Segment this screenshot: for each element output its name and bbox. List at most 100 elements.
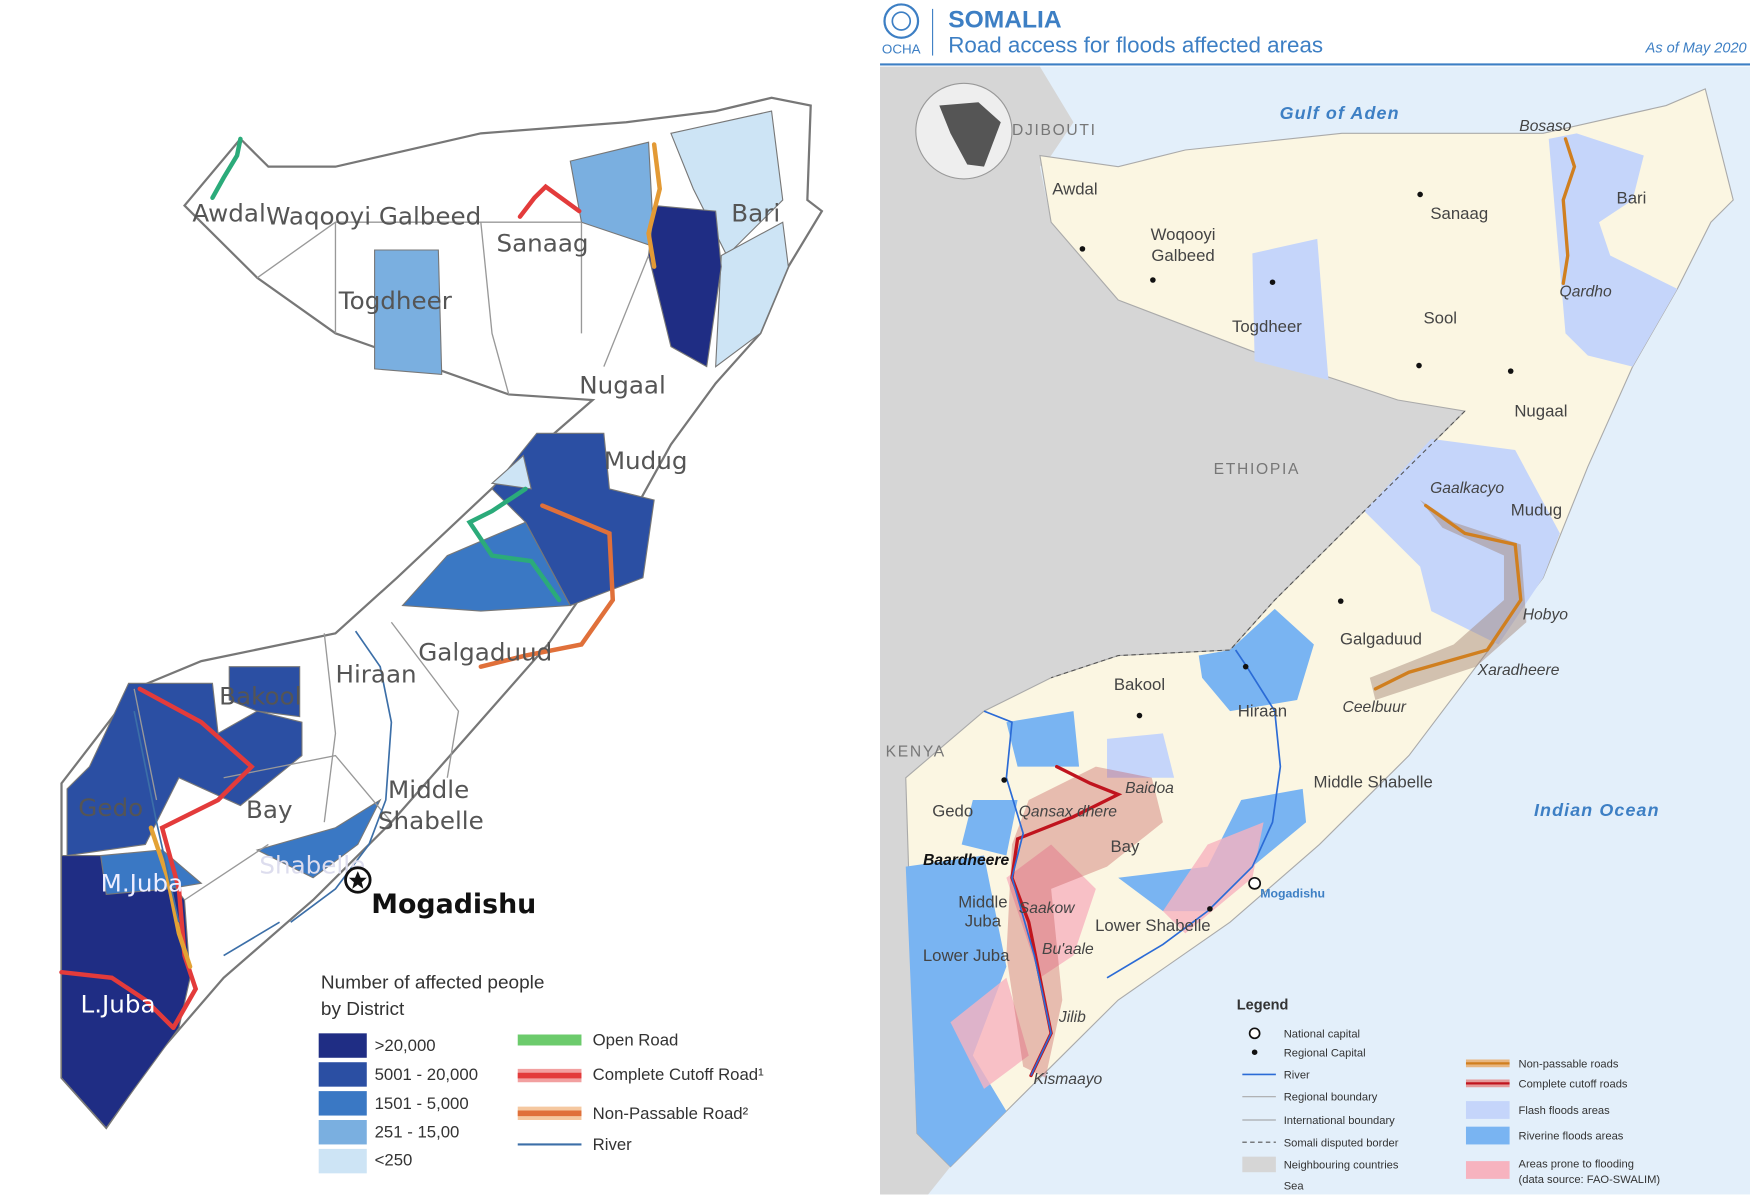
left-map: Awdal Waqooyi Galbeed Sanaag Bari Togdhe… bbox=[59, 96, 824, 1174]
legend-symbol bbox=[1248, 1027, 1261, 1040]
regional-capital bbox=[1507, 368, 1514, 374]
region-label: Awdal bbox=[1052, 179, 1097, 198]
legend-swatch bbox=[318, 1062, 367, 1087]
country-outline bbox=[60, 96, 824, 1130]
region-label: Waqooyi Galbeed bbox=[266, 202, 481, 231]
region-label: Bakool bbox=[1114, 675, 1165, 694]
legend-swatch bbox=[318, 1148, 367, 1174]
cutoff-road bbox=[517, 183, 582, 219]
region-label: Bay bbox=[1110, 837, 1140, 856]
regional-capital bbox=[1417, 191, 1423, 198]
legend-label: Neighbouring countries bbox=[1284, 1160, 1399, 1172]
legend-swatch bbox=[318, 1091, 367, 1116]
regional-capital bbox=[1337, 598, 1344, 604]
legend-label: Regional boundary bbox=[1284, 1092, 1378, 1104]
capital-label: Mogadishu bbox=[371, 889, 536, 920]
region-label: Nugaal bbox=[1514, 402, 1567, 421]
legend-symbol bbox=[1465, 1161, 1510, 1179]
non-passable-road bbox=[1561, 137, 1577, 286]
boundary bbox=[133, 221, 650, 901]
legend-label: Somali disputed border bbox=[1284, 1137, 1399, 1149]
legend-label: Complete cutoff roads bbox=[1519, 1078, 1628, 1090]
country-label: KENYA bbox=[886, 743, 946, 760]
right-legend: Legend National capital Regional Capital… bbox=[1237, 997, 1661, 1192]
place-label: Baidoa bbox=[1125, 780, 1174, 797]
region-label: Sanaag bbox=[496, 228, 588, 257]
place-label: Jilib bbox=[1058, 1009, 1086, 1026]
place-label: Xaradheere bbox=[1477, 662, 1560, 679]
regional-capital bbox=[1136, 712, 1143, 719]
capital-symbol bbox=[1248, 876, 1262, 890]
left-legend: Number of affected people by District >2… bbox=[318, 972, 765, 1174]
legend-label: Non-Passable Road² bbox=[593, 1104, 749, 1123]
legend-label: 5001 - 20,000 bbox=[375, 1065, 478, 1084]
legend-symbol bbox=[1465, 1101, 1510, 1119]
region-label: Hiraan bbox=[1238, 702, 1287, 721]
district-dark bbox=[228, 666, 301, 718]
sea-label: Gulf of Aden bbox=[1280, 103, 1400, 123]
legend-label: Non-passable roads bbox=[1519, 1058, 1619, 1070]
regional-capital bbox=[1079, 246, 1086, 252]
region-label: Togdheer bbox=[338, 286, 453, 315]
legend-label: Flash floods areas bbox=[1519, 1105, 1611, 1117]
region-label: M.Juba bbox=[101, 868, 184, 897]
legend-swatch bbox=[318, 1120, 367, 1145]
regional-capital bbox=[1150, 277, 1156, 283]
legend-label: International boundary bbox=[1284, 1115, 1396, 1127]
country-label: DJIBOUTI bbox=[1012, 122, 1097, 139]
legend-swatch bbox=[318, 1033, 367, 1058]
legend-label: (data source: FAO-SWALIM) bbox=[1519, 1174, 1661, 1186]
region-label: Gedo bbox=[932, 802, 973, 821]
header-date: As of May 2020 bbox=[1645, 41, 1747, 57]
non-passable-road bbox=[148, 825, 193, 969]
region-label: Bay bbox=[246, 795, 293, 824]
regional-capital bbox=[1416, 362, 1422, 369]
regional-capitals bbox=[1001, 191, 1514, 912]
region-label: Middle Shabelle bbox=[1314, 773, 1433, 792]
place-label: Qansax dhere bbox=[1019, 803, 1118, 820]
legend-label: Complete Cutoff Road¹ bbox=[593, 1065, 765, 1084]
flash-flood-area bbox=[1548, 133, 1678, 367]
region-label: Woqooyi bbox=[1151, 225, 1216, 244]
region-label: Middle bbox=[958, 893, 1007, 912]
open-road bbox=[466, 486, 562, 603]
region-label: Gedo bbox=[78, 793, 143, 822]
legend-label: Areas prone to flooding bbox=[1519, 1158, 1634, 1170]
region-label: L.Juba bbox=[81, 990, 156, 1019]
regional-capital bbox=[1207, 906, 1213, 912]
region-label: Bari bbox=[1617, 188, 1647, 207]
right-map: OCHA SOMALIA Road access for floods affe… bbox=[880, 3, 1750, 1195]
region-label: Shabelle bbox=[378, 806, 484, 835]
org-name: OCHA bbox=[882, 42, 921, 57]
district-lightest bbox=[490, 454, 532, 490]
place-label: Hobyo bbox=[1523, 607, 1569, 624]
non-passable-road bbox=[478, 503, 616, 669]
region-label: Togdheer bbox=[1232, 317, 1302, 336]
regional-capital bbox=[1242, 663, 1249, 670]
district-lightest bbox=[715, 221, 789, 368]
sea-label: Indian Ocean bbox=[1534, 800, 1660, 820]
legend-label: <250 bbox=[375, 1151, 413, 1170]
flash-flood-area bbox=[1252, 238, 1329, 380]
flood-prone-area bbox=[950, 822, 1264, 1089]
header-title: Road access for floods affected areas bbox=[948, 33, 1323, 58]
region-label: Sool bbox=[1423, 308, 1457, 327]
district-light bbox=[374, 249, 443, 376]
legend-symbol bbox=[1251, 1049, 1258, 1055]
district-mid bbox=[255, 798, 382, 879]
riverine-flood-area bbox=[905, 855, 1007, 1167]
legend-title: Legend bbox=[1237, 997, 1289, 1013]
region-label: Hiraan bbox=[335, 660, 416, 689]
place-label: Bu'aale bbox=[1042, 941, 1094, 958]
cutoff-road bbox=[59, 686, 255, 1030]
capital-label: Mogadishu bbox=[1260, 887, 1325, 901]
flash-flood-area bbox=[1107, 733, 1175, 778]
header-country: SOMALIA bbox=[948, 7, 1062, 34]
place-label: Bosaso bbox=[1519, 118, 1572, 135]
non-passable-road bbox=[1373, 503, 1523, 691]
legend-title: Number of affected people bbox=[321, 972, 545, 993]
legend-label: River bbox=[1284, 1070, 1310, 1082]
region-label: Nugaal bbox=[579, 371, 666, 400]
